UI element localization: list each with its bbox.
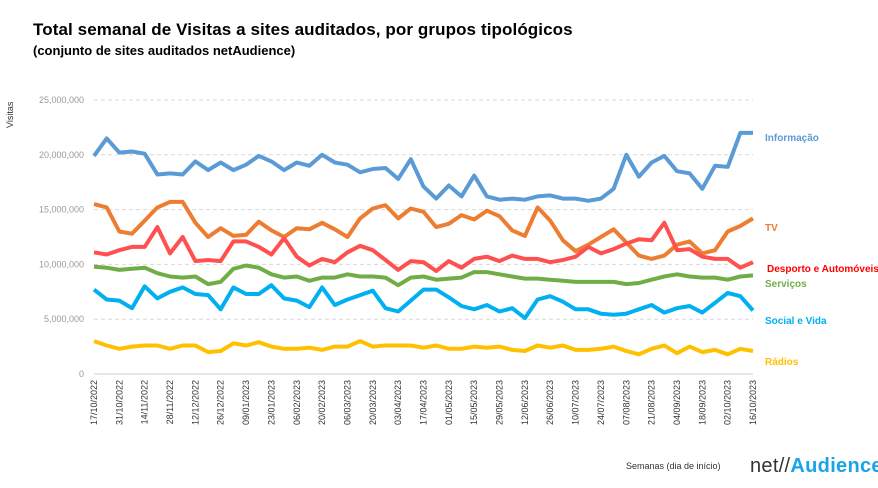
y-tick-label: 5,000,000 [44, 314, 84, 324]
x-tick-label: 17/10/2022 [89, 380, 99, 425]
x-tick-label: 03/04/2023 [393, 380, 403, 425]
x-tick-label: 26/06/2023 [545, 380, 555, 425]
series-label: Rádios [765, 357, 799, 368]
y-tick-label: 20,000,000 [39, 150, 84, 160]
logo-part-net: net// [750, 455, 791, 477]
y-tick-label: 10,000,000 [39, 259, 84, 269]
series-label: TV [765, 223, 778, 234]
chart-title: Total semanal de Visitas a sites auditad… [33, 20, 573, 39]
series-label: Informação [765, 133, 819, 144]
x-tick-label: 28/11/2022 [165, 380, 175, 424]
series-line-0 [92, 130, 753, 203]
series-line-3 [93, 263, 754, 288]
logo-part-audience: Audience [790, 455, 878, 477]
x-tick-label: 12/06/2023 [520, 380, 530, 425]
series-label: Social e Vida [765, 316, 827, 327]
x-tick-label: 24/07/2023 [596, 380, 606, 425]
x-tick-label: 26/12/2022 [216, 380, 226, 425]
x-tick-label: 21/08/2023 [647, 380, 657, 425]
x-tick-label: 16/10/2023 [748, 380, 758, 425]
x-tick-label: 01/05/2023 [444, 380, 454, 425]
chart-subtitle: (conjunto de sites auditados netAudience… [33, 43, 296, 58]
x-tick-label: 20/02/2023 [317, 380, 327, 425]
x-tick-label: 17/04/2023 [419, 380, 429, 425]
x-tick-label: 18/09/2023 [697, 380, 707, 425]
x-tick-label: 31/10/2022 [114, 380, 124, 425]
series-line-2 [93, 220, 754, 273]
y-tick-label: 15,000,000 [39, 205, 84, 215]
x-tick-label: 15/05/2023 [469, 380, 479, 425]
series-label: Serviços [765, 279, 807, 290]
x-tick-label: 06/03/2023 [342, 380, 352, 425]
series-line-5 [93, 339, 754, 357]
y-tick-label: 0 [79, 369, 84, 379]
x-tick-label: 04/09/2023 [672, 380, 682, 425]
series-line-1 [93, 199, 755, 261]
x-tick-label: 14/11/2022 [140, 380, 150, 424]
x-tick-label: 23/01/2023 [266, 380, 276, 425]
netaudience-logo: net//Audience [750, 455, 878, 478]
y-tick-label: 25,000,000 [39, 95, 84, 105]
x-tick-label: 20/03/2023 [368, 380, 378, 425]
x-tick-label: 12/12/2022 [190, 380, 200, 425]
x-tick-label: 06/02/2023 [292, 380, 302, 425]
x-axis-label: Semanas (dia de início) [626, 461, 721, 471]
x-tick-label: 09/01/2023 [241, 380, 251, 425]
series-line-4 [92, 283, 755, 321]
x-tick-label: 10/07/2023 [571, 380, 581, 425]
series-label: Desporto e Automóveis [767, 264, 878, 275]
x-tick-label: 02/10/2023 [723, 380, 733, 425]
x-tick-label: 29/05/2023 [495, 380, 505, 425]
x-tick-label: 07/08/2023 [621, 380, 631, 425]
